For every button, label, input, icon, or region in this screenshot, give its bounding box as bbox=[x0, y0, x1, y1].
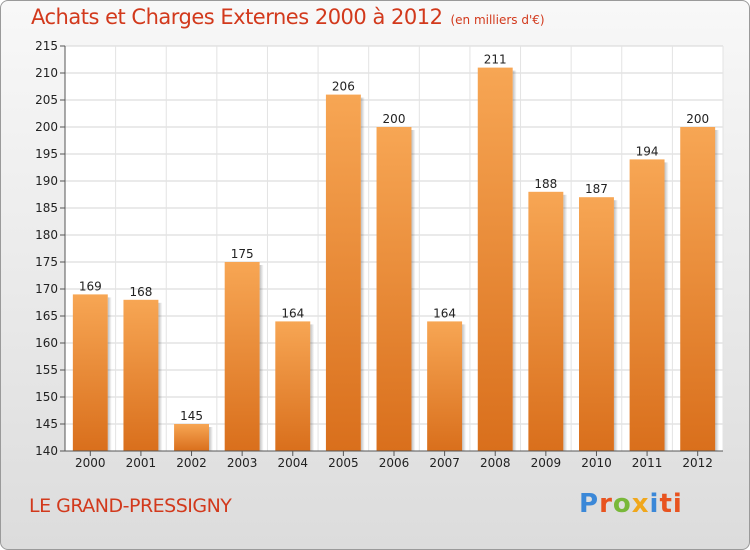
bar bbox=[680, 127, 716, 451]
bar-shadow bbox=[310, 324, 315, 451]
bar bbox=[174, 424, 210, 451]
data-label: 200 bbox=[383, 112, 406, 126]
title-row: Achats et Charges Externes 2000 à 2012 (e… bbox=[31, 5, 545, 29]
bar-shadow bbox=[664, 162, 669, 451]
x-tick-label: 2004 bbox=[277, 456, 308, 470]
x-tick-label: 2010 bbox=[581, 456, 612, 470]
data-label: 211 bbox=[484, 53, 507, 67]
x-tick-label: 2006 bbox=[379, 456, 410, 470]
x-tick-label: 2008 bbox=[480, 456, 511, 470]
commune-name: LE GRAND-PRESSIGNY bbox=[29, 495, 232, 517]
y-tick-label: 160 bbox=[35, 336, 58, 350]
y-tick-label: 170 bbox=[35, 282, 58, 296]
bar-shadow bbox=[715, 130, 720, 451]
bar-shadow bbox=[259, 265, 264, 451]
bar-shadow bbox=[613, 200, 618, 451]
bar-shadow bbox=[563, 194, 568, 452]
labels: 1401451501551601651701751801851901952002… bbox=[35, 39, 713, 470]
bar-shadow bbox=[209, 427, 214, 451]
logo-letter: r bbox=[599, 489, 613, 519]
logo-letter: P bbox=[579, 489, 600, 519]
bar-shadow bbox=[360, 97, 365, 451]
y-tick-label: 185 bbox=[35, 201, 58, 215]
data-label: 188 bbox=[534, 177, 557, 191]
logo-letter: x bbox=[631, 489, 650, 519]
y-tick-label: 175 bbox=[35, 255, 58, 269]
bar-shadow bbox=[158, 302, 163, 451]
chart-title: Achats et Charges Externes 2000 à 2012 bbox=[31, 5, 443, 29]
y-tick-label: 210 bbox=[35, 66, 58, 80]
y-tick-label: 165 bbox=[35, 309, 58, 323]
logo-letter: o bbox=[612, 489, 632, 519]
x-tick-label: 2001 bbox=[126, 456, 157, 470]
data-label: 168 bbox=[129, 285, 152, 299]
data-label: 145 bbox=[180, 409, 203, 423]
x-tick-label: 2007 bbox=[429, 456, 460, 470]
logo-letter: i bbox=[649, 489, 660, 519]
bar bbox=[528, 191, 564, 452]
y-tick-label: 205 bbox=[35, 93, 58, 107]
bars bbox=[72, 67, 720, 452]
data-label: 175 bbox=[231, 247, 254, 261]
bar bbox=[376, 127, 412, 451]
chart-subtitle: (en milliers d'€) bbox=[450, 13, 545, 27]
proxiti-logo[interactable]: Proxiti bbox=[579, 489, 683, 519]
data-label: 164 bbox=[433, 306, 456, 320]
x-tick-label: 2002 bbox=[176, 456, 207, 470]
x-tick-label: 2012 bbox=[682, 456, 713, 470]
x-tick-label: 2005 bbox=[328, 456, 359, 470]
x-tick-label: 2003 bbox=[227, 456, 258, 470]
bar bbox=[123, 299, 159, 451]
bar bbox=[72, 294, 108, 451]
x-tick-label: 2009 bbox=[531, 456, 562, 470]
x-tick-label: 2011 bbox=[632, 456, 663, 470]
bar-shadow bbox=[107, 297, 112, 451]
data-label: 187 bbox=[585, 182, 608, 196]
data-label: 164 bbox=[281, 306, 304, 320]
bar bbox=[275, 321, 311, 451]
y-tick-label: 140 bbox=[35, 444, 58, 458]
y-tick-label: 195 bbox=[35, 147, 58, 161]
data-label: 194 bbox=[636, 144, 659, 158]
data-label: 169 bbox=[79, 279, 102, 293]
y-tick-label: 190 bbox=[35, 174, 58, 188]
bar-shadow bbox=[411, 130, 416, 451]
y-tick-label: 215 bbox=[35, 39, 58, 53]
y-tick-label: 155 bbox=[35, 363, 58, 377]
logo-letter: ti bbox=[659, 489, 683, 519]
bar-shadow bbox=[512, 70, 517, 451]
bar bbox=[224, 262, 260, 451]
bar bbox=[427, 321, 463, 451]
axes bbox=[60, 45, 723, 456]
y-tick-label: 150 bbox=[35, 390, 58, 404]
bar bbox=[578, 197, 614, 451]
data-label: 206 bbox=[332, 80, 355, 94]
y-tick-label: 200 bbox=[35, 120, 58, 134]
data-label: 200 bbox=[686, 112, 709, 126]
x-tick-label: 2000 bbox=[75, 456, 106, 470]
bar-shadow bbox=[462, 324, 467, 451]
bar bbox=[629, 159, 665, 451]
y-tick-label: 145 bbox=[35, 417, 58, 431]
bar bbox=[325, 94, 361, 451]
y-tick-label: 180 bbox=[35, 228, 58, 242]
bar bbox=[477, 67, 513, 451]
